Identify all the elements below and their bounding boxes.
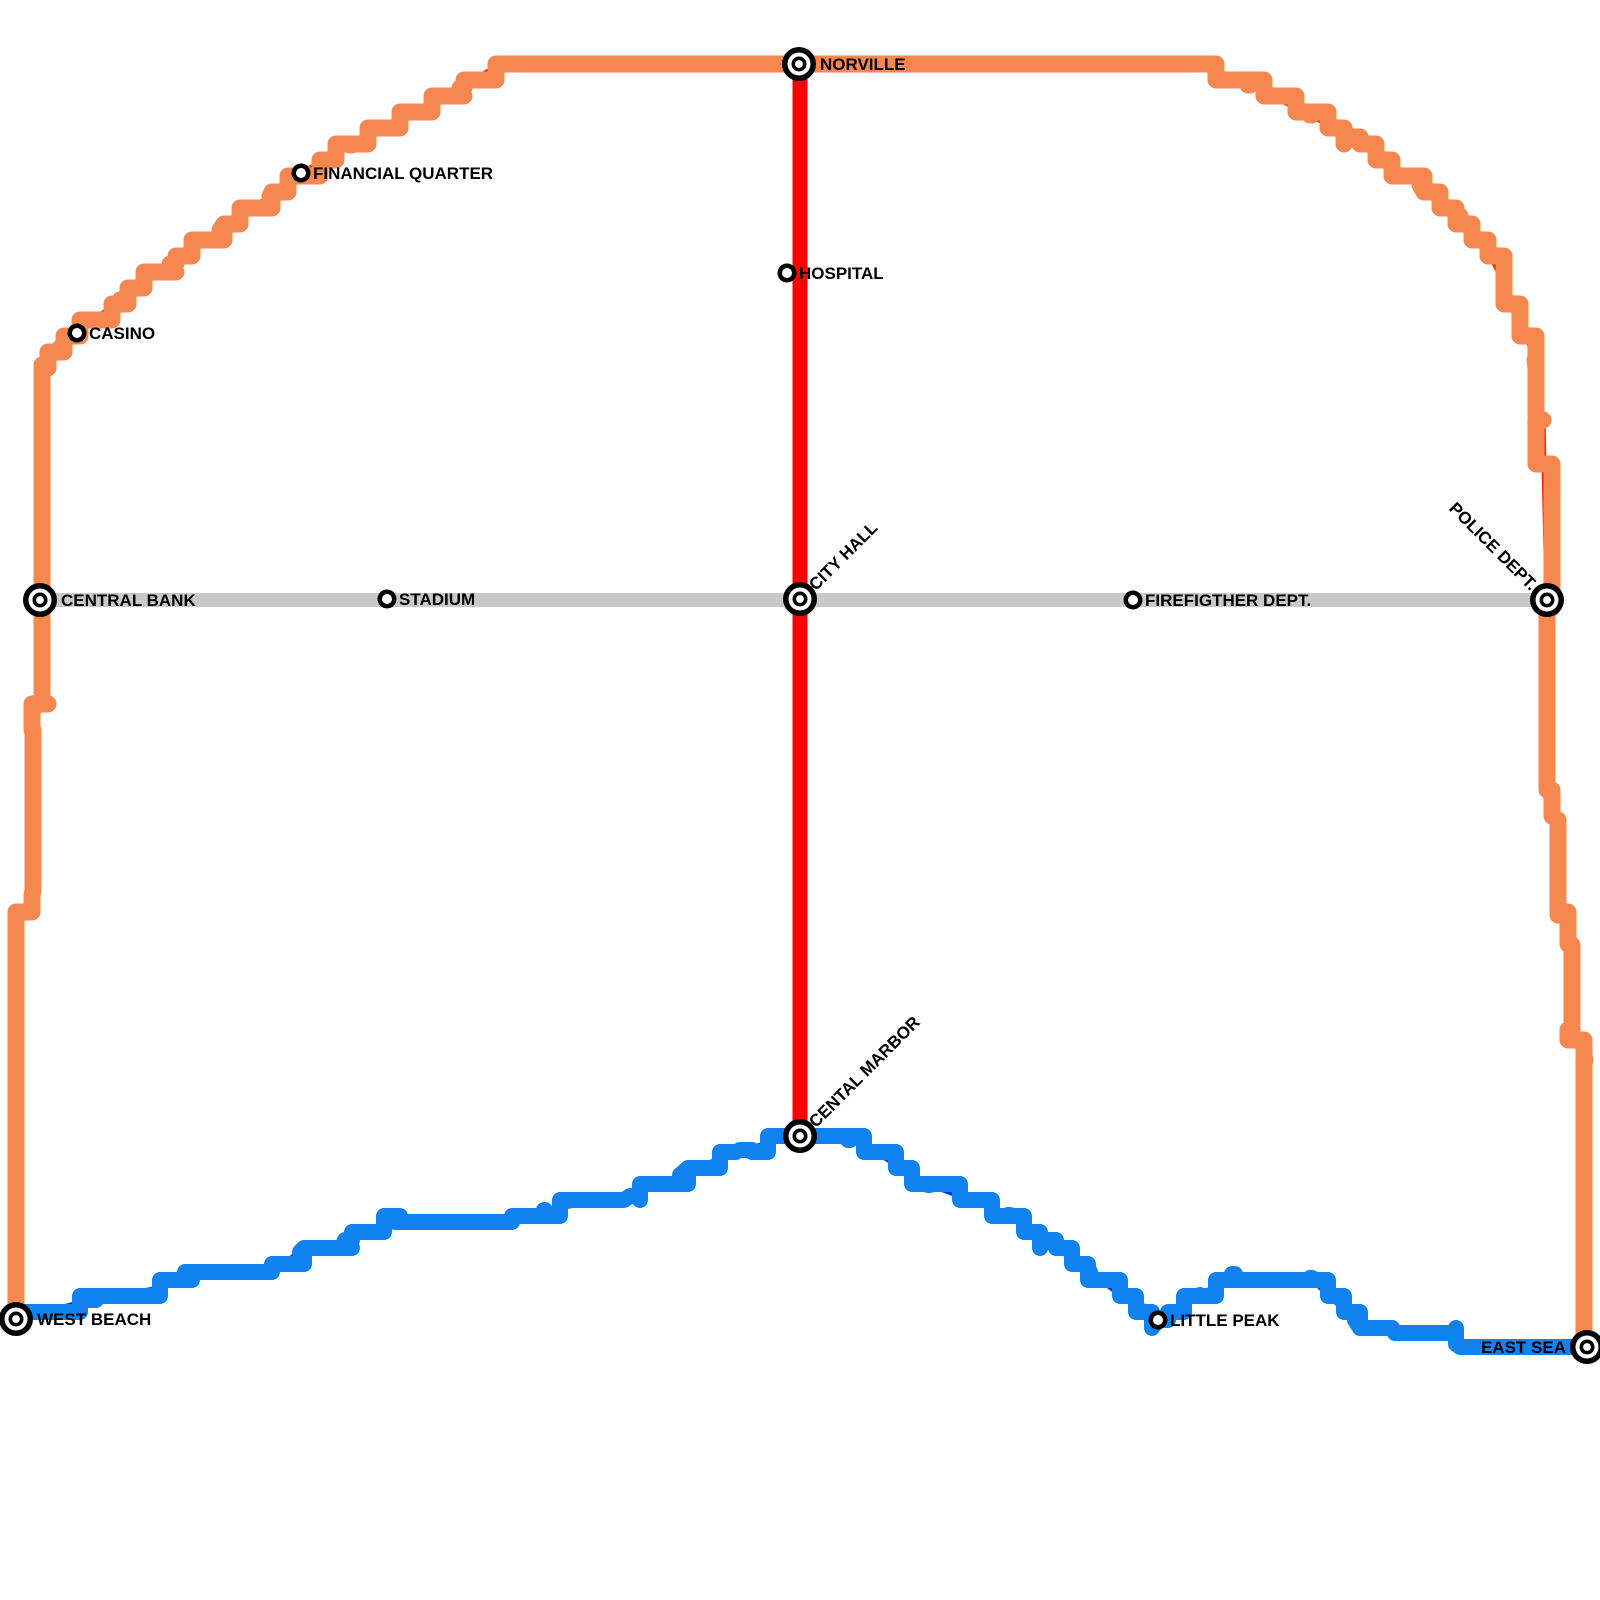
station-financial-quarter	[291, 163, 311, 183]
station-label-central-bank: CENTRAL BANK	[61, 590, 196, 610]
blue-line	[8, 1128, 1595, 1355]
station-stadium	[377, 589, 397, 609]
station-label-west-beach: WEST BEACH	[37, 1309, 152, 1329]
station-label-hospital: HOSPITAL	[799, 263, 884, 283]
station-casino	[67, 323, 87, 343]
orange-line	[7, 55, 1596, 1356]
station-hospital	[777, 263, 797, 283]
station-label-east-sea: EAST SEA	[1480, 1337, 1566, 1357]
station-firefigther-dept	[1123, 590, 1143, 610]
station-east-sea	[1570, 1330, 1600, 1364]
station-label-little-peak: LITTLE PEAK	[1170, 1310, 1280, 1330]
station-label-firefigther-dept: FIREFIGTHER DEPT.	[1145, 590, 1312, 610]
station-west-beach	[0, 1302, 33, 1336]
station-cental-marbor	[783, 1119, 817, 1153]
station-label-casino: CASINO	[89, 323, 156, 343]
station-norville	[782, 47, 816, 81]
station-central-bank	[23, 583, 57, 617]
station-label-financial-quarter: FINANCIAL QUARTER	[313, 163, 494, 183]
station-little-peak	[1148, 1310, 1168, 1330]
station-label-stadium: STADIUM	[399, 589, 476, 609]
station-city-hall	[783, 582, 817, 616]
station-label-norville: NORVILLE	[820, 54, 906, 74]
station-police-dept	[1530, 583, 1564, 617]
